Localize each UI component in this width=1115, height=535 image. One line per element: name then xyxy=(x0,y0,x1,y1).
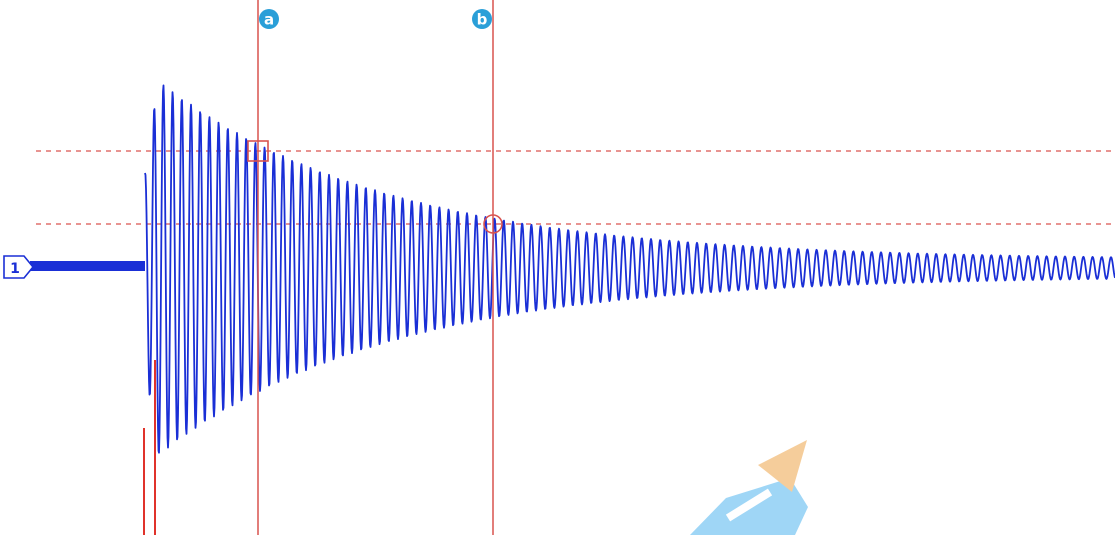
waveform-trace xyxy=(144,84,1115,454)
cursor-a-label: a xyxy=(264,11,274,29)
channel-1-marker-icon[interactable]: 1 xyxy=(3,255,35,279)
cursor-a-badge[interactable]: a xyxy=(259,9,279,29)
waveform-baseline-noise xyxy=(30,261,145,271)
cursor-b-badge[interactable]: b xyxy=(472,9,492,29)
circle-marker-icon[interactable] xyxy=(483,214,503,234)
cursor-b-label: b xyxy=(477,11,488,29)
pencil-logo-icon xyxy=(690,440,808,535)
square-marker-icon[interactable] xyxy=(247,140,269,162)
channel-1-label: 1 xyxy=(10,261,20,277)
